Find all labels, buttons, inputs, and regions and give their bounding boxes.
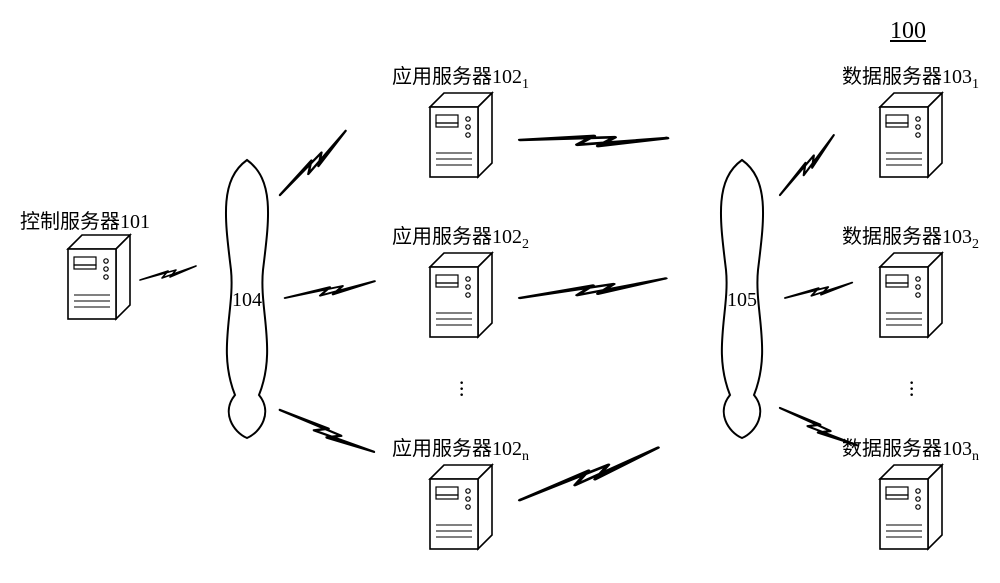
app-server-2-label: 应用服务器1022 — [392, 220, 529, 253]
diagram-canvas: 100 — [0, 0, 1000, 583]
data-server-1-icon — [880, 93, 942, 177]
control-server-icon — [68, 235, 130, 319]
data-server-n-label: 数据服务器103n — [842, 432, 979, 465]
app-server-1-icon — [430, 93, 492, 177]
data-server-n-icon — [880, 465, 942, 549]
control-server-label: 控制服务器101 — [20, 205, 150, 234]
app-server-2-icon — [430, 253, 492, 337]
data-server-2-label: 数据服务器1032 — [842, 220, 979, 253]
data-server-1-label: 数据服务器1031 — [842, 60, 979, 93]
app-servers-ellipsis: ··· — [458, 380, 465, 398]
cloud-105-label: 105 — [727, 289, 757, 311]
app-server-n-icon — [430, 465, 492, 549]
cloud-104-label: 104 — [232, 289, 262, 311]
app-server-n-label: 应用服务器102n — [392, 432, 529, 465]
app-server-1-label: 应用服务器1021 — [392, 60, 529, 93]
data-server-2-icon — [880, 253, 942, 337]
data-servers-ellipsis: ··· — [908, 380, 915, 398]
